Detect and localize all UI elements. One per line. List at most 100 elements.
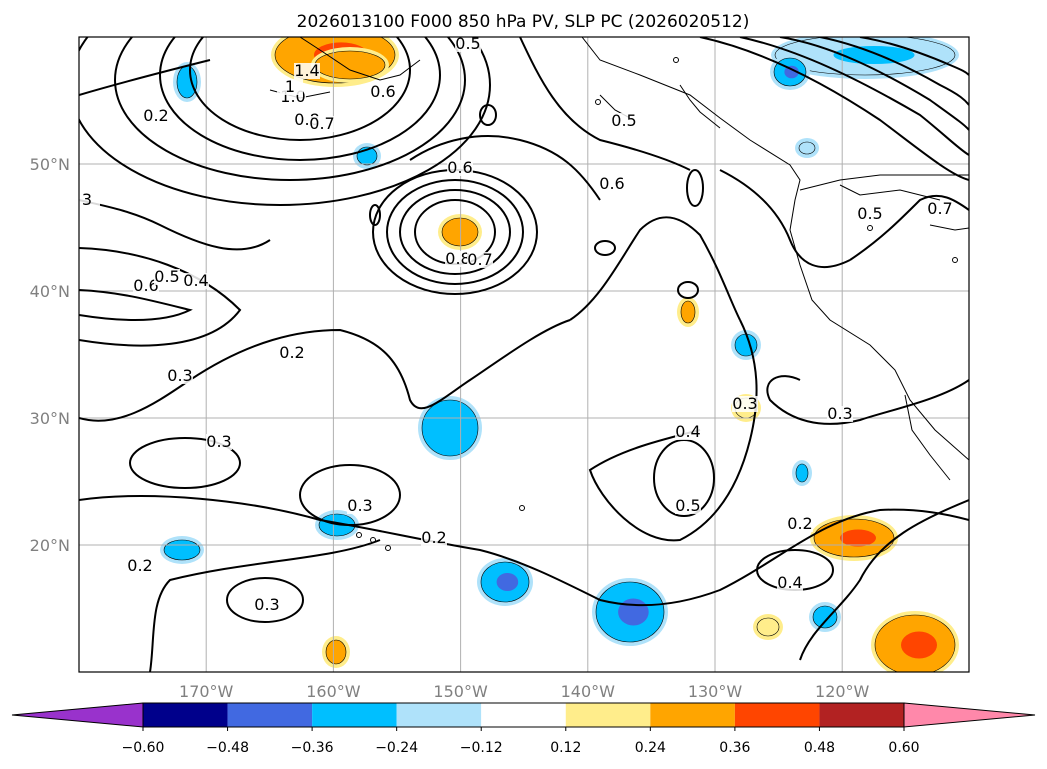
contour-label: 0.4 [675,422,700,441]
pv-anomaly-core [901,631,937,659]
coastline [839,184,941,201]
map-frame [78,36,970,673]
contour-label: 0.3 [827,404,852,423]
pv-anomaly-patch [441,217,479,247]
island [385,545,391,551]
colorbar-extend-max [903,702,1036,728]
colorbar: −0.60 −0.48 −0.36 −0.24 −0.12 0.12 0.24 0.36 0.4… [11,702,1036,756]
slp-contour-closed [686,169,704,207]
pv-anomaly-core [833,46,915,64]
slp-contour-line [699,37,969,181]
contour-label-bg [143,108,169,124]
contour-label-bg [467,252,493,268]
contour-label: 0.4 [777,573,802,592]
island [356,532,362,538]
pv-anomaly-patch [680,300,696,324]
contour-label: 0.6 [133,276,158,295]
colorbar-extend-min [11,702,144,728]
coastline [299,37,421,81]
island [952,257,958,263]
contour-labels: 1.41.00.810.70.20.60.50.50.60.60.80.730.… [79,37,953,614]
colorbar-segment [819,703,904,727]
coastlines [269,37,969,551]
contour-label: 0.5 [675,496,700,515]
contour-label-bg [857,206,883,222]
pv-anomaly-patch [756,617,780,637]
y-axis-ticks: 50°N 40°N 30°N 20°N [30,155,70,555]
colorbar-tick-label: 0.60 [888,740,919,756]
coastline [679,84,721,129]
contour-label-bg [167,368,193,384]
coastline [929,224,969,231]
contour-label-bg [309,116,335,132]
slp-contour-closed [226,577,304,623]
map-area: 1.41.00.810.70.20.60.50.50.60.60.80.730.… [79,37,969,672]
contour-label-bg [777,575,803,591]
slp-contour-line [79,59,211,96]
pv-anomaly-patch [795,463,809,483]
contour-label: 0.3 [206,432,231,451]
contour-label: 0.4 [183,271,208,290]
contour-label-bg [599,176,625,192]
island [673,57,679,63]
contour-label-bg [127,558,153,574]
colorbar-tick-label: 0.12 [550,740,581,756]
colorbar-segment [565,703,651,727]
graticule [79,37,969,672]
contour-label: 0.5 [154,267,179,286]
colorbar-frame [142,702,905,728]
contour-label-bg [827,406,853,422]
slp-contour-line [79,247,242,347]
coastline [799,174,969,191]
slp-contour-line [79,199,271,251]
colorbar-tick-label: 0.48 [804,740,835,756]
contour-label-bg [206,434,232,450]
slp-contour-line [409,135,601,201]
colorbar-segment [396,703,482,727]
contour-label: 1.4 [294,61,319,80]
contour-label-bg [370,84,396,100]
pv-anomaly-patch [325,639,347,665]
colorbar-segment [734,703,820,727]
contour-label-bg [447,160,473,176]
pv-anomaly-patch [421,399,479,457]
pv-anomaly-core [618,598,649,626]
contour-label: 0.7 [309,114,334,133]
contour-label: 0.6 [447,158,472,177]
pv-anomaly-core [784,65,799,79]
x-tick-label: 140°W [561,682,616,701]
contour-label: 0.3 [167,366,192,385]
contour-label-bg [787,516,813,532]
pv-anomaly-patch [734,333,758,357]
slp-contour-line [766,375,969,425]
coastline [904,394,951,481]
slp-contour-line [849,194,969,261]
contour-label: 0.7 [467,250,492,269]
contour-label: 0.5 [857,204,882,223]
contour-label-bg [279,345,305,361]
contour-label-bg [732,396,758,412]
x-tick-label: 160°W [306,682,361,701]
contour-label-bg [254,597,280,613]
slp-contour-line [149,539,381,672]
colorbar-segment [312,703,397,727]
contour-label: 0.3 [254,595,279,614]
pv-anomaly-patch [812,605,838,629]
x-tick-label: 170°W [179,682,234,701]
colorbar-segment [481,703,566,727]
pv-anomaly-core [496,573,519,591]
x-axis-ticks: 170°W 160°W 150°W 140°W 130°W 120°W [179,682,870,701]
slp-contour-line [779,37,969,131]
island [867,225,873,231]
slp-contour-closed [594,240,616,256]
colorbar-tick-label: 0.24 [635,740,666,756]
contour-label-bg [183,273,209,289]
contour-label-bg [675,424,701,440]
slp-contour-closed [369,204,381,226]
slp-contour-line [79,289,193,321]
chart-title: 2026013100 F000 850 hPa PV, SLP PC (2026… [297,12,750,32]
contour-label: 0.2 [143,106,168,125]
slp-contour-line [519,37,691,171]
